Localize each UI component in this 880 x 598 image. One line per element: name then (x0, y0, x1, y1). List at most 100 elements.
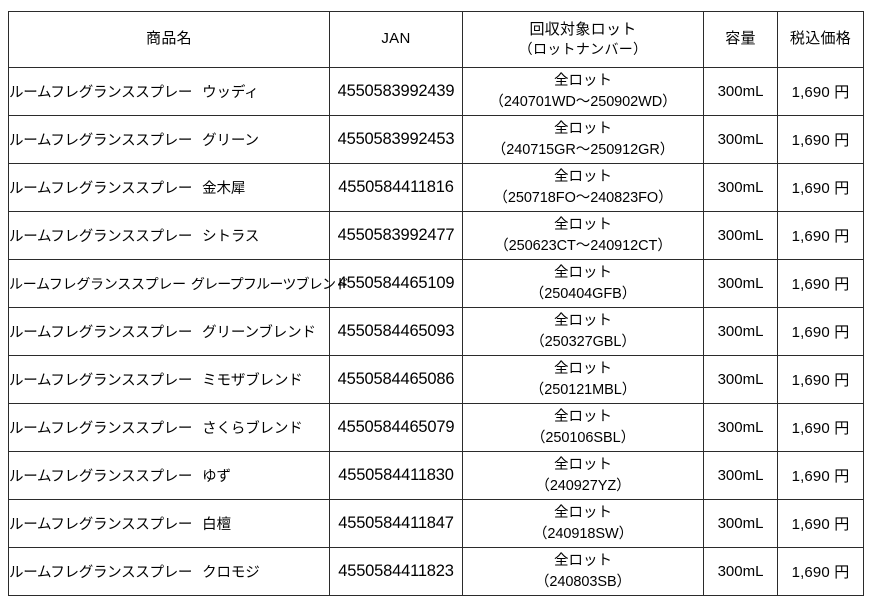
table-row: ルームフレグランススプレー 白檀 4550584411847 全ロット （2409… (8, 499, 864, 548)
product-base-name: ルームフレグランススプレー (9, 565, 193, 581)
product-base-name: ルームフレグランススプレー (9, 421, 193, 437)
product-base-name: ルームフレグランススプレー (9, 181, 193, 197)
cell-product-name: ルームフレグランススプレー 白檀 (8, 499, 330, 548)
lot-number-value: （250121MBL） (529, 381, 637, 398)
table-row: ルームフレグランススプレー ウッディ 4550583992439 全ロット （24… (8, 67, 864, 116)
cell-price: 1,690 円 (777, 115, 864, 164)
cell-jan-code: 4550584411816 (329, 163, 463, 212)
product-base-name: ルームフレグランススプレー (9, 373, 193, 389)
cell-lot: 全ロット （250327GBL） (462, 307, 704, 356)
cell-price: 1,690 円 (777, 163, 864, 212)
cell-jan-code: 4550583992477 (329, 211, 463, 260)
cell-jan-code: 4550584411830 (329, 451, 463, 500)
cell-price: 1,690 円 (777, 211, 864, 260)
lot-number-value: （250327GBL） (530, 333, 636, 350)
column-header-price-label: 税込価格 (789, 30, 852, 48)
cell-lot: 全ロット （240715GR〜250912GR） (462, 115, 704, 164)
lot-all-label: 全ロット (554, 504, 612, 521)
cell-jan-code: 4550584465086 (329, 355, 463, 404)
table-row: ルームフレグランススプレー さくらブレンド 4550584465079 全ロット … (8, 403, 864, 452)
product-base-name: ルームフレグランススプレー (9, 325, 193, 341)
cell-lot: 全ロット （250121MBL） (462, 355, 704, 404)
cell-price: 1,690 円 (777, 403, 864, 452)
table-row: ルームフレグランススプレー シトラス 4550583992477 全ロット （25… (8, 211, 864, 260)
lot-all-label: 全ロット (554, 120, 612, 137)
lot-all-label: 全ロット (554, 216, 612, 233)
lot-number-value: （250106SBL） (531, 429, 635, 446)
cell-volume: 300mL (703, 451, 778, 500)
lot-number-value: （240927YZ） (535, 477, 631, 494)
product-base-name: ルームフレグランススプレー (9, 229, 193, 245)
product-variant-name: さくらブレンド (202, 421, 303, 437)
cell-product-name: ルームフレグランススプレー ミモザブレンド (8, 355, 330, 404)
cell-lot: 全ロット （240803SB） (462, 547, 704, 596)
lot-number-value: （250718FO〜240823FO） (493, 189, 673, 206)
lot-all-label: 全ロット (554, 264, 612, 281)
cell-lot: 全ロット （250404GFB） (462, 259, 704, 308)
cell-jan-code: 4550584465109 (329, 259, 463, 308)
column-header-volume: 容量 (703, 11, 778, 68)
cell-price: 1,690 円 (777, 67, 864, 116)
cell-product-name: ルームフレグランススプレー ウッディ (8, 67, 330, 116)
product-variant-name: ウッディ (202, 85, 259, 101)
lot-number-value: （240803SB） (534, 573, 631, 590)
product-base-name: ルームフレグランススプレー (9, 85, 193, 101)
column-header-lot: 回収対象ロット （ロットナンバー） (462, 11, 704, 68)
product-base-name: ルームフレグランススプレー (9, 517, 193, 533)
cell-price: 1,690 円 (777, 259, 864, 308)
cell-lot: 全ロット （250623CT〜240912CT） (462, 211, 704, 260)
cell-jan-code: 4550584411847 (329, 499, 463, 548)
lot-number-value: （250404GFB） (529, 285, 637, 302)
cell-lot: 全ロット （240701WD〜250902WD） (462, 67, 704, 116)
product-variant-name: グレープフルーツブレンド (190, 275, 349, 292)
lot-all-label: 全ロット (554, 312, 612, 329)
product-variant-name: ミモザブレンド (202, 373, 303, 389)
lot-all-label: 全ロット (554, 456, 612, 473)
recall-product-table-container: 商品名 JAN 回収対象ロット （ロットナンバー） 容量 税込価格 ルームフ (8, 11, 864, 596)
table-row: ルームフレグランススプレー グリーンブレンド 4550584465093 全ロット… (8, 307, 864, 356)
cell-lot: 全ロット （250106SBL） (462, 403, 704, 452)
column-header-jan-label: JAN (381, 30, 411, 48)
cell-lot: 全ロット （250718FO〜240823FO） (462, 163, 704, 212)
lot-all-label: 全ロット (554, 360, 612, 377)
table-header-row: 商品名 JAN 回収対象ロット （ロットナンバー） 容量 税込価格 (8, 11, 864, 68)
column-header-price: 税込価格 (777, 11, 864, 68)
cell-price: 1,690 円 (777, 547, 864, 596)
product-variant-name: 金木犀 (202, 181, 246, 197)
lot-all-label: 全ロット (554, 72, 612, 89)
cell-product-name: ルームフレグランススプレー グリーン (8, 115, 330, 164)
cell-product-name: ルームフレグランススプレー シトラス (8, 211, 330, 260)
table-header: 商品名 JAN 回収対象ロット （ロットナンバー） 容量 税込価格 (8, 11, 864, 68)
lot-number-value: （240918SW） (532, 525, 634, 542)
cell-price: 1,690 円 (777, 451, 864, 500)
cell-volume: 300mL (703, 163, 778, 212)
cell-volume: 300mL (703, 547, 778, 596)
table-row: ルームフレグランススプレー ミモザブレンド 4550584465086 全ロット … (8, 355, 864, 404)
cell-volume: 300mL (703, 355, 778, 404)
lot-all-label: 全ロット (554, 408, 612, 425)
product-base-name: ルームフレグランススプレー (9, 133, 193, 149)
product-variant-name: シトラス (202, 229, 260, 245)
cell-volume: 300mL (703, 259, 778, 308)
cell-jan-code: 4550584411823 (329, 547, 463, 596)
cell-product-name: ルームフレグランススプレー グリーンブレンド (8, 307, 330, 356)
product-variant-name: クロモジ (202, 565, 260, 581)
product-variant-name: グリーン (202, 133, 259, 149)
column-header-jan: JAN (329, 11, 463, 68)
column-header-product: 商品名 (8, 11, 330, 68)
product-base-name: ルームフレグランススプレー (9, 275, 186, 292)
cell-volume: 300mL (703, 211, 778, 260)
cell-price: 1,690 円 (777, 355, 864, 404)
cell-volume: 300mL (703, 499, 778, 548)
cell-jan-code: 4550583992439 (329, 67, 463, 116)
cell-product-name: ルームフレグランススプレー グレープフルーツブレンド (8, 259, 349, 308)
cell-lot: 全ロット （240927YZ） (462, 451, 704, 500)
lot-number-value: （240701WD〜250902WD） (489, 93, 677, 110)
lot-all-label: 全ロット (554, 552, 612, 569)
lot-number-value: （250623CT〜240912CT） (494, 237, 672, 254)
column-header-volume-label: 容量 (725, 30, 756, 48)
lot-number-value: （240715GR〜250912GR） (491, 141, 675, 158)
cell-volume: 300mL (703, 67, 778, 116)
cell-jan-code: 4550583992453 (329, 115, 463, 164)
cell-jan-code: 4550584465093 (329, 307, 463, 356)
